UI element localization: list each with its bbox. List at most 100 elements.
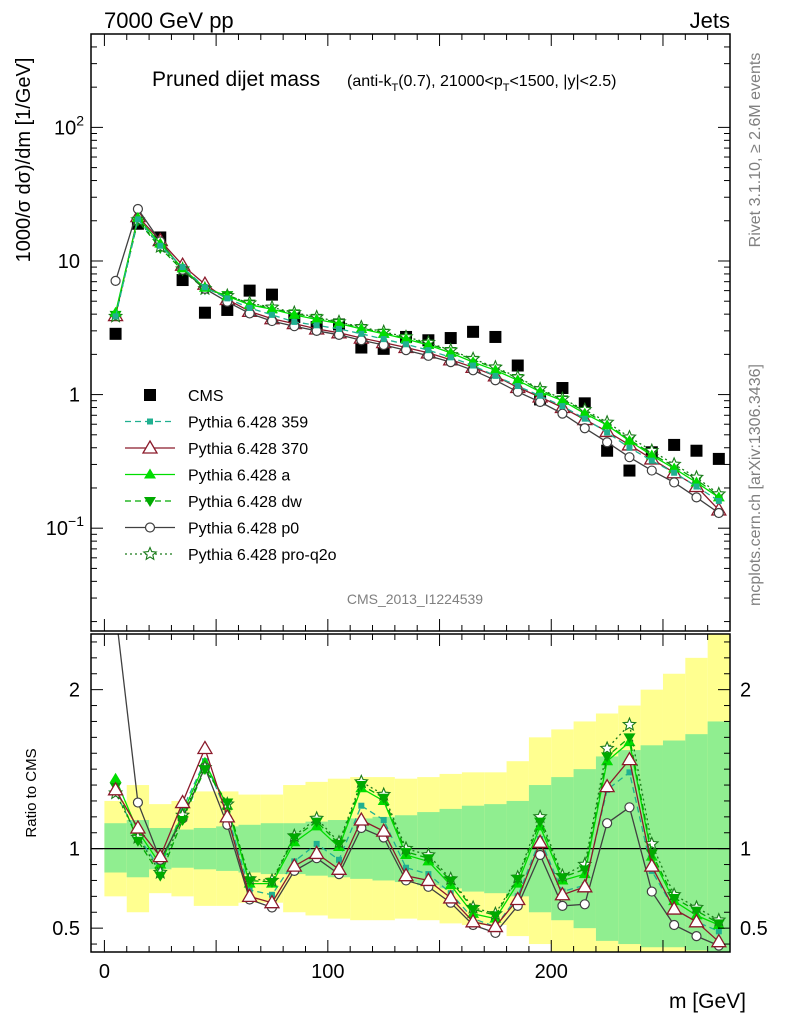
data-point (313, 322, 320, 329)
ratio-point (176, 816, 189, 827)
data-point (669, 477, 680, 488)
legend-entry: CMS (144, 388, 224, 405)
ratio-point (626, 769, 633, 776)
rivet-label: Rivet 3.1.10, ≥ 2.6M events (747, 53, 764, 248)
data-point (266, 315, 278, 327)
x-tick-label: 0 (99, 961, 110, 983)
data-point (358, 330, 365, 337)
data-point (356, 335, 367, 346)
ratio-point (286, 857, 303, 872)
ratio-point (487, 918, 504, 933)
data-point (602, 437, 613, 448)
data-point (626, 444, 633, 451)
data-point (265, 288, 278, 301)
data-point (581, 415, 588, 422)
ratio-point (710, 933, 727, 948)
ratio-point (111, 607, 120, 616)
ratio-point (358, 802, 365, 809)
stat-band (662, 740, 686, 948)
legend-entry: Pythia 6.428 359 (125, 415, 308, 432)
data-point (134, 216, 141, 223)
ratio-point (624, 802, 635, 813)
ratio-point (336, 856, 343, 863)
legend-label: Pythia 6.428 359 (188, 415, 308, 432)
ratio-point (534, 817, 547, 828)
data-point (489, 330, 502, 343)
x-tick-label: 100 (311, 961, 344, 983)
data-point (444, 332, 457, 345)
main-plot-frame (90, 33, 731, 632)
data-point (645, 449, 658, 460)
y-tick-label: 10−1 (46, 513, 84, 540)
legend-entry: Pythia 6.428 pro-q2o (125, 546, 337, 564)
ratio-point (669, 919, 680, 931)
data-point (355, 322, 368, 333)
data-point (400, 333, 413, 344)
ratio-point (109, 772, 122, 783)
ratio-point (556, 873, 569, 884)
data-point (557, 408, 568, 419)
ratio-point (241, 888, 258, 902)
data-point (514, 382, 521, 389)
ratio-point (509, 891, 526, 906)
data-point (556, 394, 569, 405)
ratio-point (554, 886, 571, 901)
x-axis-label: m [GeV] (669, 990, 746, 1013)
series-line (114, 216, 720, 498)
ratio-point (400, 847, 413, 858)
ratio-point (174, 794, 191, 809)
data-point (623, 434, 636, 445)
ratio-point (377, 793, 390, 804)
ratio-point (265, 878, 278, 889)
data-point (291, 318, 298, 325)
ratio-point (263, 894, 281, 909)
ratio-point (643, 857, 660, 872)
data-point (579, 423, 590, 434)
data-point (691, 492, 702, 503)
legend-marker (147, 418, 153, 425)
data-point (624, 452, 635, 463)
data-point (646, 465, 657, 476)
legend-marker (144, 389, 156, 401)
y-tick-label: 1 (69, 385, 80, 407)
ratio-point (579, 899, 590, 910)
ratio-point (243, 876, 256, 887)
data-point (623, 464, 636, 477)
data-point (715, 497, 722, 504)
data-point (380, 336, 387, 343)
y-tick-label: 10 (58, 251, 80, 273)
ratio-line (114, 736, 720, 924)
data-point (489, 364, 502, 375)
ratio-point (375, 822, 392, 837)
ratio-series-pythia-6-428-p0 (111, 607, 724, 951)
ratio-line (117, 634, 720, 947)
data-point (243, 284, 256, 297)
ratio-point (601, 752, 614, 763)
series-line (114, 207, 720, 514)
ratio-point (712, 919, 725, 930)
mcplots-label: mcplots.cern.ch [arXiv:1306.3436] (747, 364, 764, 606)
legend-label: CMS (188, 388, 224, 405)
ratio-point (355, 781, 368, 792)
data-point (447, 354, 454, 361)
data-point (671, 469, 678, 476)
ratio-point (666, 900, 683, 915)
data-point (221, 303, 234, 316)
legend-label: Pythia 6.428 pro-q2o (188, 547, 337, 564)
ratio-point (691, 930, 702, 942)
legend-entry: Pythia 6.428 dw (125, 494, 302, 511)
ratio-point (107, 781, 124, 796)
ratio-point (511, 874, 524, 885)
ratio-point (420, 872, 437, 887)
data-point (467, 325, 480, 338)
data-point (578, 407, 591, 418)
ratio-y-tick-label-right: 0.5 (740, 918, 768, 940)
y-tick-label: 102 (54, 112, 84, 139)
ratio-point (621, 716, 637, 732)
ratio-line (115, 746, 720, 943)
data-point (112, 313, 119, 320)
data-point (403, 341, 410, 348)
main-title: Pruned dijet mass (152, 68, 320, 91)
data-point (492, 372, 499, 379)
